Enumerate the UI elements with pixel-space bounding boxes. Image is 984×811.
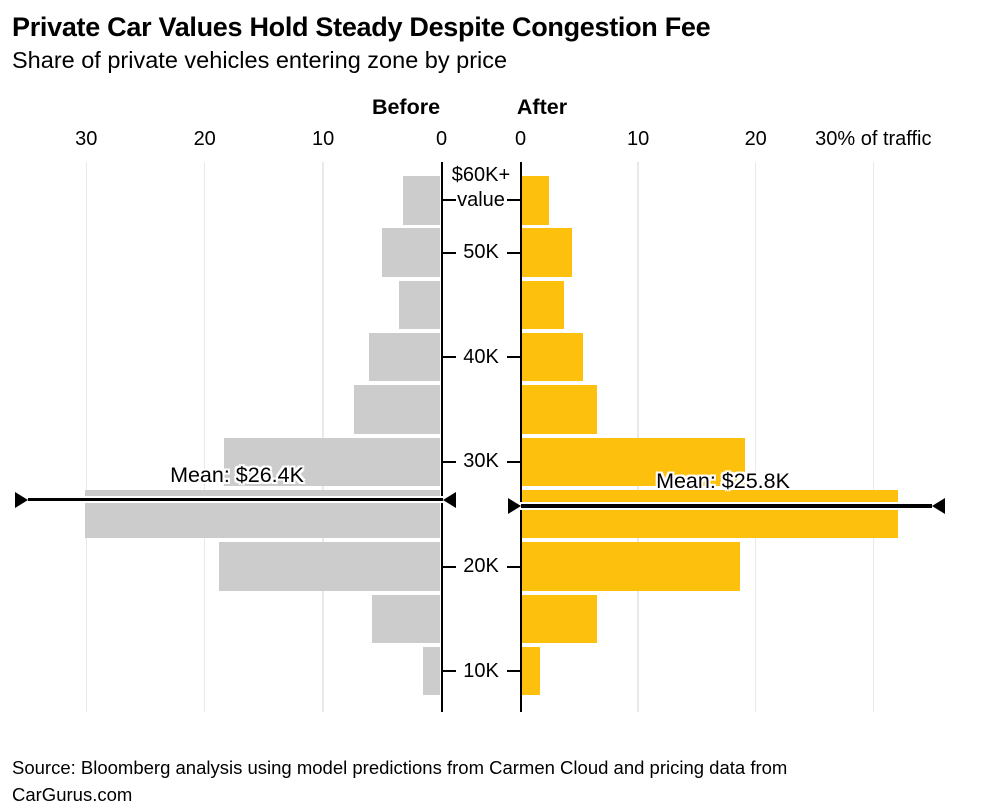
gridline-before-10	[322, 162, 324, 712]
y-tick-left-row-1	[442, 251, 456, 254]
x-tick-label-before-0: 0	[435, 128, 448, 150]
y-tick-label-line: 30K	[463, 450, 499, 473]
bar-after-row-9	[521, 646, 541, 696]
x-tick-label-after-0: 0	[514, 128, 527, 150]
y-tick-label-row-3: 40K	[402, 345, 560, 370]
bar-after-row-4	[521, 385, 597, 434]
y-tick-label-row-5: 30K	[402, 449, 560, 474]
bar-after-row-8	[521, 594, 597, 644]
bar-before-row-2	[399, 280, 441, 330]
bar-before-row-7	[219, 542, 441, 591]
bar-after-row-3	[521, 332, 583, 382]
x-tick-label-after-10: 10	[626, 128, 650, 150]
mean-line-after-right-arrow	[932, 497, 945, 514]
panel-label-after: After	[516, 95, 568, 119]
y-tick-left-row-7	[442, 565, 456, 568]
y-tick-right-row-1	[506, 251, 520, 254]
bar-before-row-0	[402, 176, 441, 225]
panel-label-before: Before	[371, 95, 441, 119]
y-tick-label-line: $60K+	[451, 163, 511, 186]
y-tick-label-row-9: 10K	[402, 659, 560, 684]
bar-after-row-6	[521, 489, 898, 539]
y-tick-label-line: 10K	[463, 659, 499, 682]
y-tick-left-row-9	[442, 670, 456, 673]
bar-before-row-8	[371, 594, 441, 644]
mean-line-before	[28, 497, 443, 502]
y-tick-left-row-3	[442, 356, 456, 359]
y-tick-label-line: 40K	[463, 345, 499, 368]
y-tick-right-row-3	[506, 356, 520, 359]
y-tick-right-row-9	[506, 670, 520, 673]
x-tick-label-before-10: 10	[311, 128, 335, 150]
gridline-before-20	[203, 162, 206, 712]
y-tick-label-row-7: 20K	[402, 554, 560, 579]
gridline-after-20	[754, 162, 757, 712]
bar-before-row-1	[382, 228, 441, 277]
y-tick-label-line: 50K	[463, 241, 499, 264]
y-tick-label-line: value	[457, 188, 505, 211]
source-note: Source: Bloomberg analysis using model p…	[12, 757, 788, 805]
bar-before-row-9	[422, 646, 441, 696]
x-tick-label-before-20: 20	[193, 128, 216, 150]
mean-annotation-before: Mean: $26.4K	[170, 463, 304, 487]
y-tick-left-row-0	[442, 199, 456, 202]
x-tick-label-before-30: 30	[75, 128, 98, 150]
gridline-after-30	[872, 162, 875, 712]
bar-after-row-0	[521, 176, 549, 225]
bar-after-row-1	[521, 228, 573, 277]
bar-after-row-7	[521, 542, 741, 591]
mean-line-after	[520, 504, 932, 508]
mean-line-before-right-arrow	[443, 491, 456, 508]
gridline-before-30	[85, 162, 88, 712]
y-tick-label-row-0: $60K+ value	[402, 163, 560, 213]
y-tick-label-line: 20K	[463, 555, 499, 578]
bar-before-row-5	[223, 437, 441, 487]
bar-before-row-4	[354, 385, 441, 434]
y-tick-label-row-1: 50K	[402, 240, 560, 265]
bar-after-row-2	[521, 280, 564, 330]
y-tick-right-row-5	[506, 460, 520, 463]
axis-line-after	[519, 162, 522, 712]
y-tick-right-row-7	[506, 565, 520, 568]
y-tick-left-row-5	[442, 460, 456, 463]
x-tick-label-after-20: 20	[744, 128, 767, 150]
mean-line-before-left-arrow	[15, 491, 28, 508]
bar-after-row-5	[521, 437, 745, 487]
gridline-after-10	[637, 162, 639, 712]
y-tick-right-row-0	[506, 199, 520, 202]
x-tick-label-after-30: 30% of traffic	[815, 128, 932, 150]
bar-before-row-3	[369, 332, 441, 382]
chart-title: Private Car Values Hold Steady Despite C…	[12, 12, 711, 42]
axis-line-before	[440, 162, 443, 712]
mean-line-after-left-arrow	[507, 497, 521, 514]
mean-annotation-after: Mean: $25.8K	[656, 469, 790, 493]
chart-subtitle: Share of private vehicles entering zone …	[12, 47, 508, 73]
